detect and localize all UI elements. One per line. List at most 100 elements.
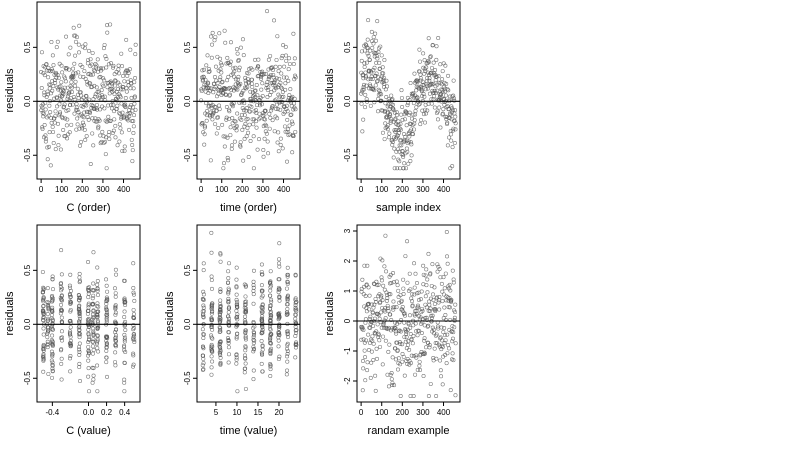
data-point [222,144,227,149]
data-point [412,261,417,266]
data-point [422,58,427,63]
data-point [86,327,91,332]
data-point [59,272,64,277]
data-point [293,305,298,310]
data-point [201,312,206,317]
data-point [226,286,231,291]
data-point [91,293,96,298]
data-point [104,305,109,310]
data-point [251,301,256,306]
data-point [243,344,248,349]
data-point [239,92,244,97]
data-point [370,302,375,307]
data-point [395,367,400,372]
data-point [52,116,57,121]
data-point [108,61,113,66]
data-point [207,69,212,74]
data-point [218,327,223,332]
data-point [361,337,366,342]
data-point [217,325,222,330]
data-point [90,321,95,326]
data-point [409,296,414,301]
data-point [395,348,400,353]
data-point [59,335,64,340]
data-point [77,23,82,28]
data-point [430,42,435,47]
data-point [85,317,90,322]
data-point [209,372,214,377]
data-point [419,330,424,335]
data-point [95,389,100,394]
data-point [106,133,111,138]
data-point [218,61,223,66]
data-point [236,74,241,79]
data-point [447,346,452,351]
data-point [367,82,372,87]
data-point [407,347,412,352]
data-point [244,106,249,111]
data-point [267,303,272,308]
data-point [50,287,55,292]
data-point [77,319,82,324]
data-point [133,42,138,47]
data-point [86,57,91,62]
data-point [113,335,118,340]
data-point [59,302,64,307]
data-point [218,351,223,356]
x-tick-label: 200 [76,185,90,194]
data-point [212,75,217,80]
data-point [113,330,118,335]
data-point [77,271,82,276]
y-tick-label: -2 [343,377,352,385]
data-point [267,281,272,286]
data-point [254,119,259,124]
data-point [56,87,61,92]
data-point [119,51,124,56]
data-point [292,101,297,106]
data-point [435,269,440,274]
data-point [434,356,439,361]
data-point [59,315,64,320]
data-point [380,65,385,70]
data-point [268,362,273,367]
data-point [434,393,439,398]
data-point [397,300,402,305]
data-point [218,345,223,350]
data-point [226,330,231,335]
data-point [363,317,368,322]
data-point [104,342,109,347]
data-point [114,272,119,277]
data-point [131,286,136,291]
data-point [376,92,381,97]
data-point [364,309,369,314]
data-point [447,135,452,140]
data-point [104,319,109,324]
data-point [280,90,285,95]
data-point [131,351,136,356]
data-point [70,76,75,81]
data-point [446,343,451,348]
y-tick-label: 0.5 [23,41,32,53]
x-tick-label: 300 [416,408,430,417]
data-point [40,102,45,107]
data-point [272,18,277,23]
data-point [216,115,221,120]
data-point [218,289,223,294]
data-point [239,112,244,117]
data-point [269,283,274,288]
data-point [375,322,380,327]
data-point [368,314,373,319]
data-point [207,86,212,91]
data-point [228,59,233,64]
data-point [59,294,64,299]
data-point [226,276,231,281]
data-point [242,370,247,375]
data-point [446,73,451,78]
data-point [276,285,281,290]
data-point [402,313,407,318]
data-point [87,337,92,342]
data-point [395,283,400,288]
data-point [400,105,405,110]
data-point [101,46,106,51]
data-point [436,80,441,85]
